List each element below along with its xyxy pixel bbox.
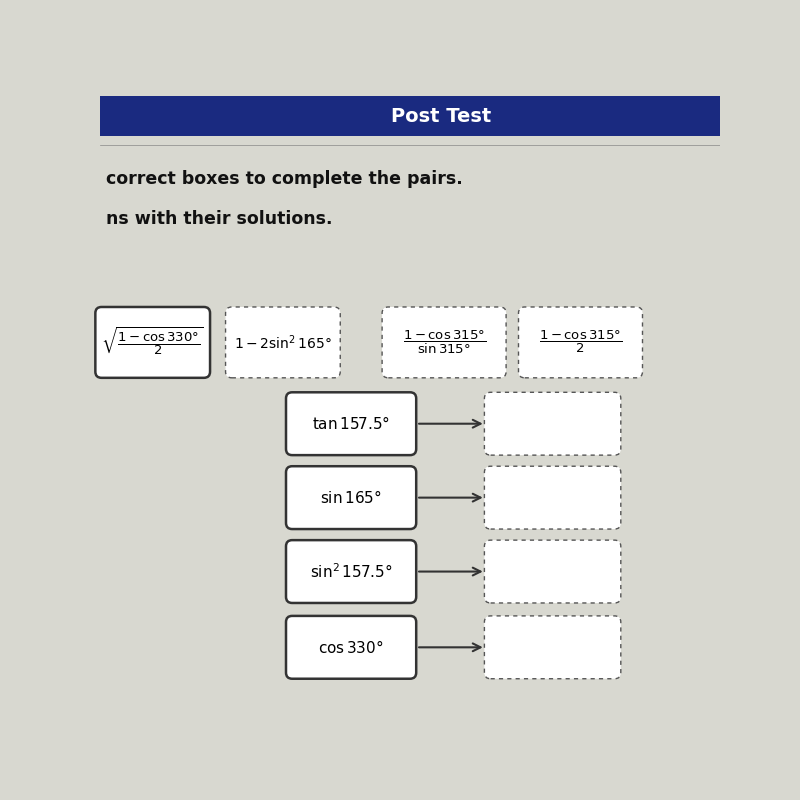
Text: $\sqrt{\dfrac{1-\cos 330°}{2}}$: $\sqrt{\dfrac{1-\cos 330°}{2}}$: [102, 326, 204, 358]
Text: Post Test: Post Test: [391, 107, 491, 126]
Text: $\cos 330°$: $\cos 330°$: [318, 639, 384, 656]
Text: $1-2\sin^{2}165°$: $1-2\sin^{2}165°$: [234, 333, 332, 352]
Text: $\sin^{2}157.5°$: $\sin^{2}157.5°$: [310, 562, 392, 581]
FancyBboxPatch shape: [100, 96, 720, 136]
FancyBboxPatch shape: [286, 540, 416, 603]
FancyBboxPatch shape: [95, 307, 210, 378]
FancyBboxPatch shape: [286, 466, 416, 529]
FancyBboxPatch shape: [382, 307, 506, 378]
FancyBboxPatch shape: [485, 540, 621, 603]
FancyBboxPatch shape: [485, 466, 621, 529]
FancyBboxPatch shape: [485, 392, 621, 455]
FancyBboxPatch shape: [286, 616, 416, 678]
Text: $\dfrac{1-\cos 315°}{2}$: $\dfrac{1-\cos 315°}{2}$: [539, 330, 622, 355]
FancyBboxPatch shape: [485, 616, 621, 678]
Text: $\sin 165°$: $\sin 165°$: [320, 489, 382, 506]
Text: $\dfrac{1-\cos 315°}{\sin 315°}$: $\dfrac{1-\cos 315°}{\sin 315°}$: [402, 329, 486, 356]
Text: $\tan 157.5°$: $\tan 157.5°$: [312, 415, 390, 432]
FancyBboxPatch shape: [518, 307, 642, 378]
Text: ns with their solutions.: ns with their solutions.: [106, 210, 333, 228]
FancyBboxPatch shape: [286, 392, 416, 455]
Text: correct boxes to complete the pairs.: correct boxes to complete the pairs.: [106, 170, 463, 188]
FancyBboxPatch shape: [226, 307, 340, 378]
